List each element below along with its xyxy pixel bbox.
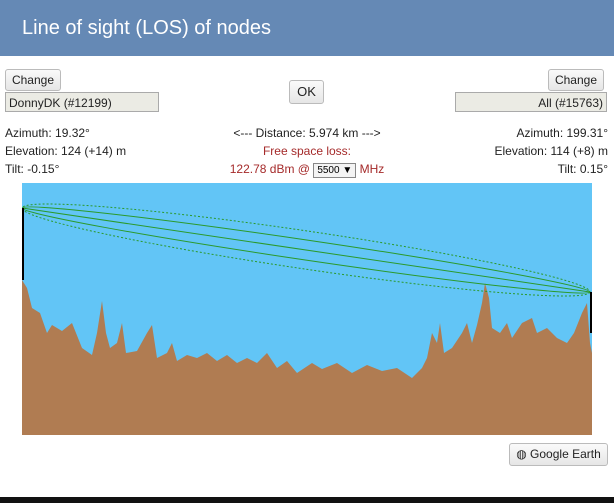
left-info: Azimuth: 19.32° Elevation: 124 (+14) m T… (5, 124, 126, 178)
terrain (22, 280, 592, 435)
unit: MHz (359, 162, 385, 176)
change-button[interactable]: Change (548, 69, 604, 91)
ok-button[interactable]: OK (289, 80, 324, 104)
elevation: Elevation: 124 (+14) m (5, 144, 127, 158)
node-input[interactable]: All (#15763) (455, 92, 607, 112)
center-info: <--- Distance: 5.974 km ---> Free space … (200, 124, 414, 178)
elevation: Elevation: 114 (+8) m (494, 144, 608, 158)
change-button[interactable]: Change (5, 69, 61, 91)
google-earth-label: Google Earth (530, 447, 601, 461)
loss-value: 122.78 dBm @ (229, 162, 310, 176)
right-info: Azimuth: 199.31° Elevation: 114 (+8) m T… (494, 124, 608, 178)
header: Line of sight (LOS) of nodes (0, 0, 614, 56)
azimuth: Azimuth: 19.32° (5, 126, 90, 140)
frequency-select[interactable]: 5500 ▼ (313, 163, 357, 178)
profile (22, 183, 592, 435)
frequency: 5500 (317, 165, 340, 176)
google-earth-button[interactable]: ◍ Google Earth (509, 443, 608, 466)
line-of-sight (22, 207, 590, 293)
distance: <--- Distance: 5.974 km ---> (233, 126, 381, 140)
loss-row: 122.78 dBm @ 5500 ▼ MHz (200, 160, 414, 178)
tilt: Tilt: 0.15° (557, 162, 608, 176)
tilt: Tilt: -0.15° (5, 162, 60, 176)
bottom-bar (0, 497, 614, 503)
azimuth: Azimuth: 199.31° (516, 126, 608, 140)
loss-label: Free space loss: (262, 144, 352, 158)
title: Line of sight (LOS) of nodes (22, 17, 272, 39)
node-input[interactable]: DonnyDK (#12199) (5, 92, 159, 112)
